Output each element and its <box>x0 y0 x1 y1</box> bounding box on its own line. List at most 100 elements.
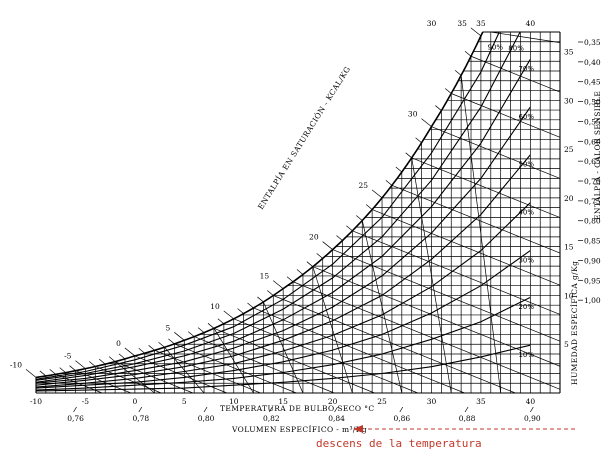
humidity-tick-label: 10 <box>564 291 574 300</box>
wet-bulb-tick <box>174 332 185 341</box>
specific-volume-tick-label: 0,82 <box>263 414 280 423</box>
wet-bulb-tick <box>395 166 403 173</box>
wet-bulb-tick <box>118 353 126 360</box>
dry-bulb-tick-label: -10 <box>30 397 42 406</box>
enthalpy-gridline <box>372 209 561 286</box>
shr-tick-label: 0,95 <box>584 276 601 285</box>
shr-tick-label: 0,45 <box>584 78 601 87</box>
specific-volume-tick <box>73 406 77 413</box>
annotation-text: descens de la temperatura <box>316 437 482 450</box>
wet-bulb-tick <box>148 345 155 351</box>
humidity-tick-label: 30 <box>564 96 574 105</box>
humidity-tick-label: 15 <box>564 243 574 252</box>
wet-bulb-tick <box>445 88 452 94</box>
volume-gridline <box>312 266 353 394</box>
enthalpy-gridline <box>154 350 261 394</box>
volume-gridline <box>460 75 502 394</box>
shr-tick-label: 0,80 <box>584 217 601 226</box>
wet-bulb-tick <box>316 253 323 259</box>
wet-bulb-tick <box>435 105 442 111</box>
wet-bulb-tick <box>39 370 47 377</box>
wet-bulb-tick <box>108 356 116 362</box>
wet-bulb-tick <box>75 360 86 369</box>
wet-bulb-label: 20 <box>309 233 319 242</box>
enthalpy-gridline <box>312 266 561 367</box>
wet-bulb-tick <box>257 296 264 303</box>
wet-bulb-tick <box>49 369 56 375</box>
dry-bulb-tick-label: 0 <box>132 397 137 406</box>
enthalpy-gridline <box>490 31 561 43</box>
wet-bulb-tick <box>168 338 175 345</box>
dry-bulb-tick-label: 35 <box>476 397 486 406</box>
shr-tick-label: 1,00 <box>584 296 601 305</box>
wet-bulb-label: 30 <box>408 110 418 119</box>
top-temp-tick-label: 35 <box>476 19 486 28</box>
y-axis-title-right-outer: ENTALPÍA - CALOR SENSIBLE <box>593 91 602 220</box>
rh-curve-70pct <box>35 59 531 383</box>
rh-curve-60pct <box>35 106 531 384</box>
wet-bulb-tick <box>69 365 76 371</box>
dry-bulb-tick-label: -5 <box>82 397 90 406</box>
enthalpy-gridline <box>352 230 561 315</box>
wet-bulb-tick <box>322 241 333 250</box>
volume-gridline <box>213 328 254 394</box>
enthalpy-gridline <box>134 355 228 394</box>
wet-bulb-label: 25 <box>358 181 368 190</box>
shr-tick-label: 0,55 <box>584 117 601 126</box>
shr-tick-label: 0,35 <box>584 38 601 47</box>
wet-bulb-label: -10 <box>10 360 22 369</box>
wet-bulb-tick <box>247 302 254 309</box>
x-axis-title: TEMPERATURA DE BULBO SECO °C <box>220 404 375 413</box>
wet-bulb-tick <box>272 280 284 289</box>
wet-bulb-label: 0 <box>116 339 121 348</box>
rh-curve-40pct <box>35 202 531 388</box>
saturation-line <box>35 31 484 379</box>
wet-bulb-label: -5 <box>64 352 72 361</box>
volume-gridline <box>361 220 403 394</box>
specific-volume-tick-label: 0,78 <box>132 414 149 423</box>
specific-volume-tick <box>530 406 534 413</box>
rh-curve-label: 60% <box>518 113 534 121</box>
grid <box>35 31 561 394</box>
dry-bulb-tick-label: 40 <box>526 397 536 406</box>
wet-bulb-tick <box>421 118 432 127</box>
wet-bulb-tick <box>346 225 353 232</box>
specific-volume-tick <box>269 406 273 413</box>
humidity-tick-label: 35 <box>564 48 574 57</box>
wet-bulb-tick <box>223 310 234 320</box>
humidity-tick-label: 5 <box>564 340 569 349</box>
wet-bulb-tick <box>207 323 215 329</box>
wet-bulb-tick <box>470 27 482 37</box>
rh-curve-label: 30% <box>518 256 534 264</box>
wet-bulb-tick <box>454 70 462 76</box>
wet-bulb-label: 10 <box>210 302 220 311</box>
saturation-curve <box>25 27 484 379</box>
rh-curve-30pct <box>35 250 531 389</box>
rh-curve-80pct <box>35 31 521 381</box>
wet-bulb-label: 5 <box>166 323 171 332</box>
enthalpy-gridline <box>431 126 561 179</box>
wet-bulb-tick <box>306 261 314 267</box>
rh-curve-label: 50% <box>518 161 534 169</box>
rh-curve-label: 70% <box>518 65 534 73</box>
wet-bulb-tick <box>336 235 343 241</box>
specific-volume-tick-label: 0,88 <box>459 414 476 423</box>
saturation-curve-label: ENTALPÍA EN SATURACIÓN - KCAL/KG <box>256 65 352 211</box>
shr-tick-label: 0,85 <box>584 237 601 246</box>
wet-bulb-tick <box>89 361 96 367</box>
specific-volume-tick <box>464 406 469 413</box>
annotation-arrow-head <box>353 425 363 433</box>
rh-curve-label: 40% <box>518 208 534 216</box>
dry-bulb-tick-label: 10 <box>229 397 239 406</box>
enthalpy-gridline <box>273 295 516 394</box>
specific-volume-tick <box>399 406 404 413</box>
rh-curve-10pct <box>35 344 531 392</box>
rh-curve-20pct <box>35 296 531 391</box>
shr-tick-label: 0,40 <box>584 58 601 67</box>
wet-bulb-tick <box>237 308 244 314</box>
specific-volume-tick-label: 0,86 <box>393 414 410 423</box>
dry-bulb-tick-label: 20 <box>328 397 338 406</box>
specific-volume-tick-label: 0,80 <box>198 414 215 423</box>
volume-gridline <box>411 157 452 394</box>
